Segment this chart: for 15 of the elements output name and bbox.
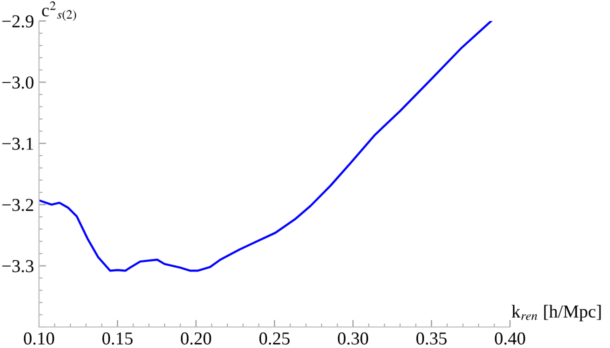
y-tick-label: −3.2 — [2, 198, 34, 212]
y-tick-label: −3.3 — [2, 260, 34, 272]
y-tick-label: −3.1 — [2, 138, 34, 150]
line-series — [39, 21, 492, 272]
y-tick-label: −3.0 — [2, 76, 34, 89]
x-tick-label: 0.30 — [338, 332, 368, 345]
y-axis-title: c$^{2}$$_{s(2)}$ — [42, 1, 76, 21]
x-tick-label: 0.10 — [24, 332, 54, 345]
x-axis-title: k$_{ren}$ [h/Mpc] — [512, 304, 601, 322]
x-tick-label: 0.20 — [180, 332, 212, 345]
x-tick-label: 0.35 — [416, 332, 447, 345]
x-tick-label: 0.25 — [259, 332, 290, 345]
x-tick-label: 0.40 — [494, 332, 526, 345]
x-tick-label: 0.15 — [102, 332, 133, 345]
y-tick-label: −2.9 — [2, 15, 34, 28]
